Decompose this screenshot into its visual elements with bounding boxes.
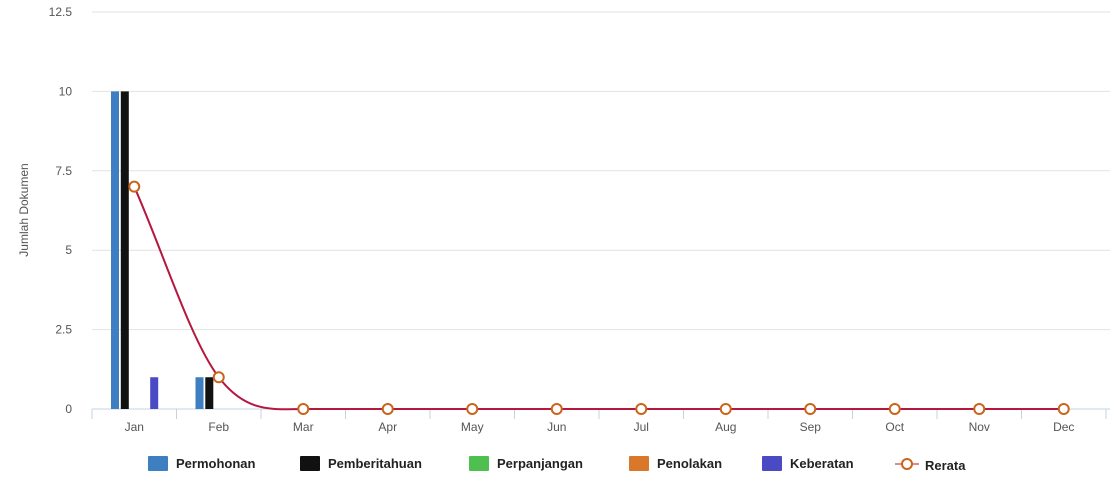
bar-pemberitahuan [205, 377, 214, 409]
x-tick-label: Sep [800, 420, 822, 434]
rerata-point [381, 403, 394, 415]
x-tick-label: Dec [1053, 420, 1074, 434]
rerata-point [297, 403, 310, 415]
x-tick-label: May [461, 420, 484, 434]
rerata-point [973, 403, 986, 415]
color-swatch-icon [469, 456, 489, 471]
legend: Permohonan Pemberitahuan Perpanjangan Penol… [0, 456, 1120, 476]
y-tick-label: 10 [59, 84, 73, 98]
legend-label: Pemberitahuan [328, 456, 422, 471]
legend-label: Keberatan [790, 456, 854, 471]
y-tick-label: 2.5 [55, 323, 72, 337]
color-swatch-icon [629, 456, 649, 471]
color-swatch-icon [148, 456, 168, 471]
bar-permohonan [195, 377, 204, 409]
line-marker-icon [895, 456, 919, 475]
legend-item-keberatan[interactable]: Keberatan [762, 456, 854, 471]
rerata-point [212, 371, 225, 384]
legend-label: Permohonan [176, 456, 256, 471]
bar-keberatan [150, 377, 159, 409]
rerata-point [1057, 403, 1070, 415]
color-swatch-icon [762, 456, 782, 471]
x-tick-label: Aug [715, 420, 736, 434]
y-axis-label: Jumlah Dokumen [17, 163, 31, 256]
x-tick-label: Nov [969, 420, 990, 434]
legend-label: Rerata [925, 458, 966, 473]
bar-permohonan [111, 91, 119, 410]
rerata-point [128, 180, 141, 193]
color-swatch-icon [300, 456, 320, 471]
rerata-point [804, 403, 817, 415]
legend-label: Penolakan [657, 456, 723, 471]
legend-item-permohonan[interactable]: Permohonan [148, 456, 255, 471]
legend-item-rerata[interactable]: Rerata [895, 456, 965, 475]
legend-label: Perpanjangan [497, 456, 583, 471]
legend-item-penolakan[interactable]: Penolakan [629, 456, 722, 471]
rerata-point [466, 403, 479, 415]
y-tick-label: 7.5 [55, 164, 72, 178]
y-tick-label: 5 [65, 243, 72, 257]
y-tick-label: 12.5 [49, 5, 73, 19]
x-tick-label: Feb [208, 420, 229, 434]
y-tick-label: 0 [65, 402, 72, 416]
rerata-point [888, 403, 901, 415]
rerata-line [133, 186, 1064, 411]
bar-pemberitahuan [120, 91, 129, 410]
rerata-point [550, 403, 563, 415]
x-tick-label: Oct [885, 420, 904, 434]
x-tick-label: Apr [378, 420, 397, 434]
x-tick-label: Jan [125, 420, 144, 434]
rerata-point [719, 403, 732, 415]
x-tick-label: Jul [634, 420, 649, 434]
chart-svg: Jumlah Dokumen 0 2.5 5 7.5 10 12.5 Jan Feb Mar Ap… [17, 5, 1110, 434]
rerata-point [635, 403, 648, 415]
x-tick-label: Mar [293, 420, 314, 434]
legend-item-pemberitahuan[interactable]: Pemberitahuan [300, 456, 422, 471]
legend-item-perpanjangan[interactable]: Perpanjangan [469, 456, 583, 471]
x-tick-label: Jun [547, 420, 566, 434]
